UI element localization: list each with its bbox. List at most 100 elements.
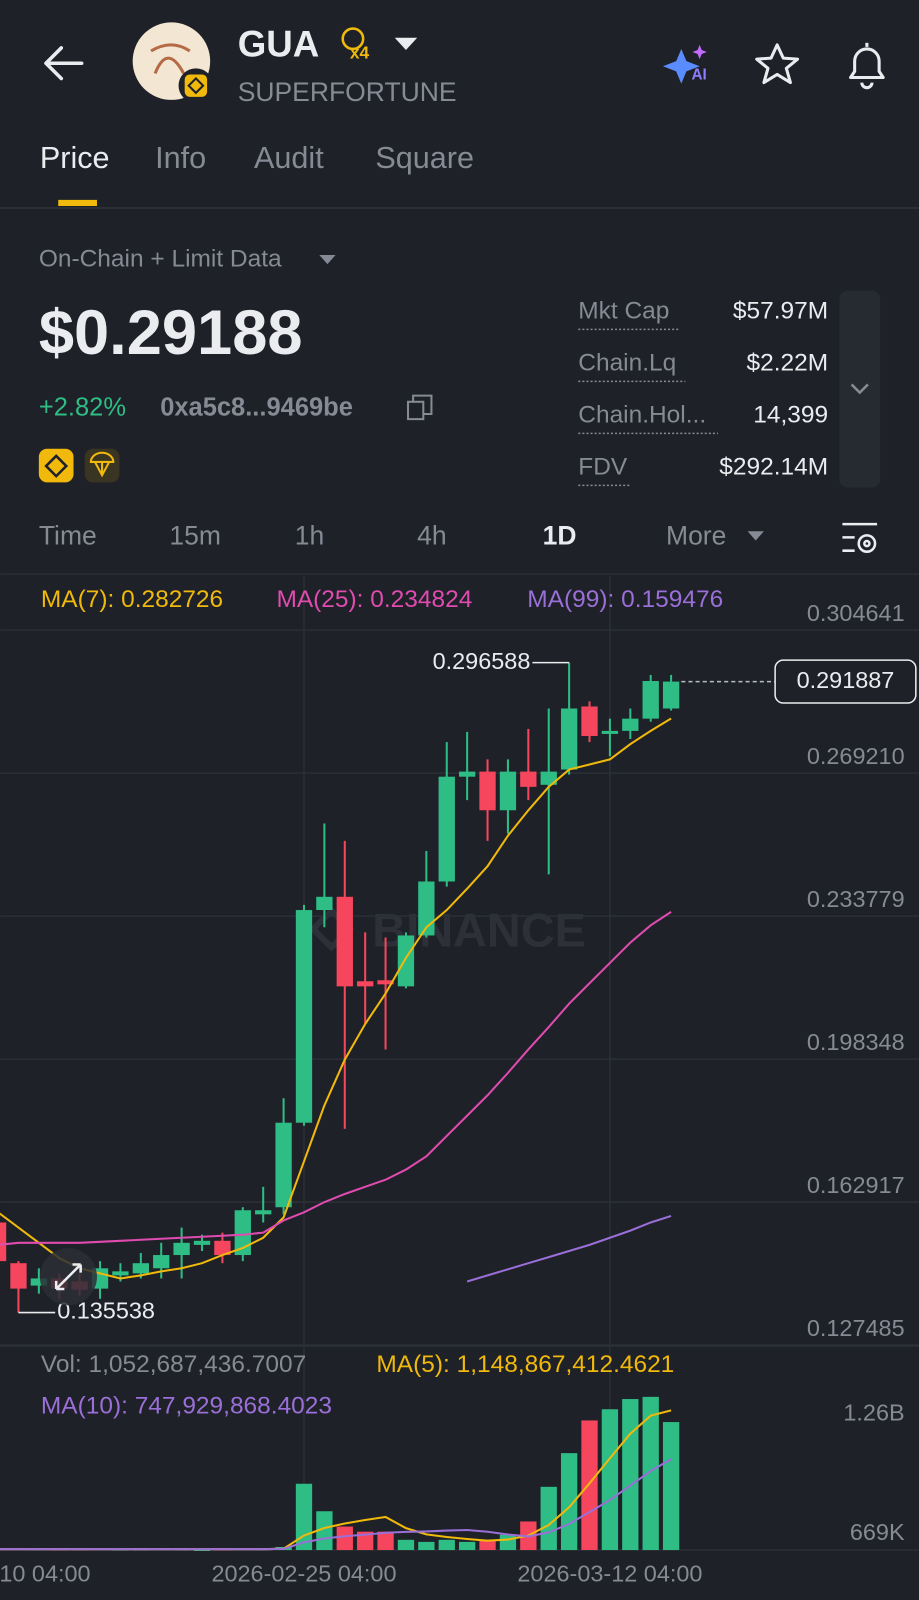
- candle-body: [560, 708, 578, 770]
- stats: Mkt Cap $57.97M Chain.Lq $2.22M Chain.Ho…: [578, 298, 829, 487]
- volume-bar: [357, 1531, 374, 1551]
- legend-entry: MA(7): 0.282726: [41, 586, 223, 613]
- candle-body: [581, 706, 598, 736]
- volume-bar: [316, 1511, 333, 1551]
- x-tick-label: 2026-03-12 04:00: [517, 1561, 702, 1587]
- ma-line: [0, 911, 672, 1246]
- y-tick-label: 0.304641: [807, 600, 905, 626]
- token-symbol: GUA: [238, 24, 320, 65]
- chain-icon: [38, 448, 74, 483]
- y-tick-label: 0.198348: [807, 1029, 905, 1055]
- volume-bar: [377, 1531, 394, 1551]
- stat-label[interactable]: Mkt Cap: [578, 298, 669, 325]
- ma-line: [0, 717, 672, 1280]
- interval[interactable]: 15m: [169, 520, 221, 550]
- volume-tick-label: 1.26B: [843, 1399, 904, 1425]
- copy-button[interactable]: [406, 394, 433, 421]
- interval[interactable]: Time: [39, 520, 97, 550]
- platform-icon: [84, 448, 120, 483]
- stat-label[interactable]: Chain.Hol...: [578, 402, 706, 429]
- token-logo: [132, 22, 214, 103]
- candle-body: [336, 896, 353, 987]
- stat-value: $2.22M: [747, 350, 829, 377]
- candle-body: [0, 1222, 7, 1262]
- candle-body: [397, 935, 415, 987]
- volume-bar: [397, 1539, 415, 1551]
- token-dropdown[interactable]: [394, 37, 418, 50]
- tab[interactable]: Square: [375, 141, 474, 175]
- candle-body: [30, 1278, 48, 1286]
- more-dropdown[interactable]: [747, 531, 764, 541]
- contract-address: 0xa5c8...9469be: [160, 394, 353, 422]
- token-name: SUPERFORTUNE: [238, 77, 457, 107]
- candle-body: [642, 681, 659, 719]
- volume-bar: [458, 1541, 476, 1551]
- legend-entry: MA(10): 747,929,868.4023: [41, 1393, 332, 1420]
- interval[interactable]: 1h: [295, 520, 324, 550]
- last-price-box: [774, 659, 917, 704]
- candle-body: [255, 1210, 272, 1215]
- fullscreen-button[interactable]: [39, 1248, 97, 1306]
- candle-body: [193, 1240, 211, 1245]
- candle-body: [275, 1122, 292, 1208]
- candle-body: [316, 896, 333, 911]
- price-change: +2.82%: [39, 394, 126, 422]
- price: $0.29188: [39, 298, 303, 368]
- ma-line: [466, 1214, 672, 1283]
- stat-value: 14,399: [753, 402, 828, 429]
- stat-value: $57.97M: [733, 298, 828, 325]
- data-source-dropdown[interactable]: [319, 254, 336, 265]
- tab[interactable]: Audit: [254, 141, 324, 175]
- verified-badge: x4: [341, 27, 370, 63]
- tab[interactable]: Price: [40, 141, 110, 175]
- candle-body: [234, 1210, 251, 1256]
- candle-body: [10, 1263, 27, 1289]
- chart-settings[interactable]: [842, 522, 878, 553]
- favorite-button[interactable]: [755, 43, 800, 85]
- stats-expand[interactable]: [839, 290, 881, 488]
- legend-entry: MA(99): 0.159476: [527, 586, 723, 613]
- chart: 0.127485 0.162917 0.198348 0.233779 0.269210…: [0, 576, 919, 1587]
- volume-bar: [662, 1422, 680, 1551]
- volume-bar: [622, 1399, 639, 1551]
- legend-entry: MA(5): 1,148,867,412.4621: [376, 1351, 674, 1378]
- interval[interactable]: 4h: [417, 520, 446, 550]
- stat-label[interactable]: Chain.Lq: [578, 350, 676, 377]
- candle-body: [520, 771, 537, 787]
- volume-legend: Vol: 1,052,687,436.7007: [41, 1351, 306, 1378]
- stat-label[interactable]: FDV: [578, 454, 628, 481]
- candle-body: [214, 1240, 231, 1256]
- tab[interactable]: Info: [155, 141, 206, 175]
- alert-button[interactable]: [849, 42, 885, 90]
- candle-body: [295, 910, 313, 1123]
- data-source[interactable]: On-Chain + Limit Data: [39, 246, 282, 273]
- candle-body: [622, 718, 639, 731]
- y-tick-label: 0.233779: [807, 886, 905, 912]
- tab-indicator: [58, 199, 97, 206]
- volume-bar: [193, 1549, 211, 1551]
- y-tick-label: 0.127485: [807, 1315, 905, 1341]
- candle-body: [601, 730, 619, 734]
- volume-bar: [540, 1486, 557, 1551]
- candle-body: [173, 1242, 190, 1256]
- volume-bar: [601, 1409, 619, 1551]
- back-button[interactable]: [44, 46, 84, 81]
- interval[interactable]: More: [666, 520, 726, 550]
- expand-chevron: [850, 383, 869, 395]
- volume-bar: [499, 1534, 517, 1551]
- ai-icon-text: AI: [691, 66, 706, 83]
- candle-body: [662, 681, 680, 709]
- interval[interactable]: 1D: [543, 520, 577, 550]
- ai-button[interactable]: AI: [662, 44, 707, 84]
- stat-value: $292.14M: [719, 454, 828, 481]
- y-tick-label: 0.162917: [807, 1172, 905, 1198]
- volume-bar: [438, 1539, 455, 1551]
- volume-bar: [336, 1526, 353, 1551]
- candle-body: [132, 1263, 149, 1274]
- candle-body: [377, 980, 394, 985]
- max-label: 0.296588: [433, 648, 531, 674]
- legend-entry: MA(25): 0.234824: [276, 586, 472, 613]
- x-tick-label: 2026-02-10 04:00: [0, 1561, 91, 1587]
- candle-body: [418, 881, 435, 936]
